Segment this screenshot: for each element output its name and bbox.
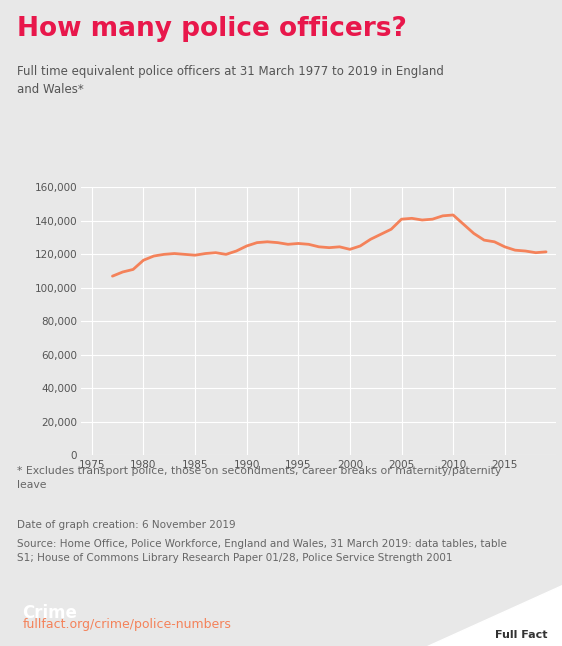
- Text: fullfact.org/crime/police-numbers: fullfact.org/crime/police-numbers: [22, 618, 232, 630]
- Text: Source: Home Office, Police Workforce, England and Wales, 31 March 2019: data ta: Source: Home Office, Police Workforce, E…: [17, 539, 507, 563]
- Text: Crime: Crime: [22, 604, 78, 622]
- Text: Full Fact: Full Fact: [496, 630, 548, 640]
- Text: * Excludes transport police, those on secondments, career breaks or maternity/pa: * Excludes transport police, those on se…: [17, 466, 501, 490]
- Text: Date of graph creation: 6 November 2019: Date of graph creation: 6 November 2019: [17, 520, 235, 530]
- Text: Full time equivalent police officers at 31 March 1977 to 2019 in England
and Wal: Full time equivalent police officers at …: [17, 65, 444, 96]
- Polygon shape: [427, 585, 562, 646]
- Text: How many police officers?: How many police officers?: [17, 16, 407, 42]
